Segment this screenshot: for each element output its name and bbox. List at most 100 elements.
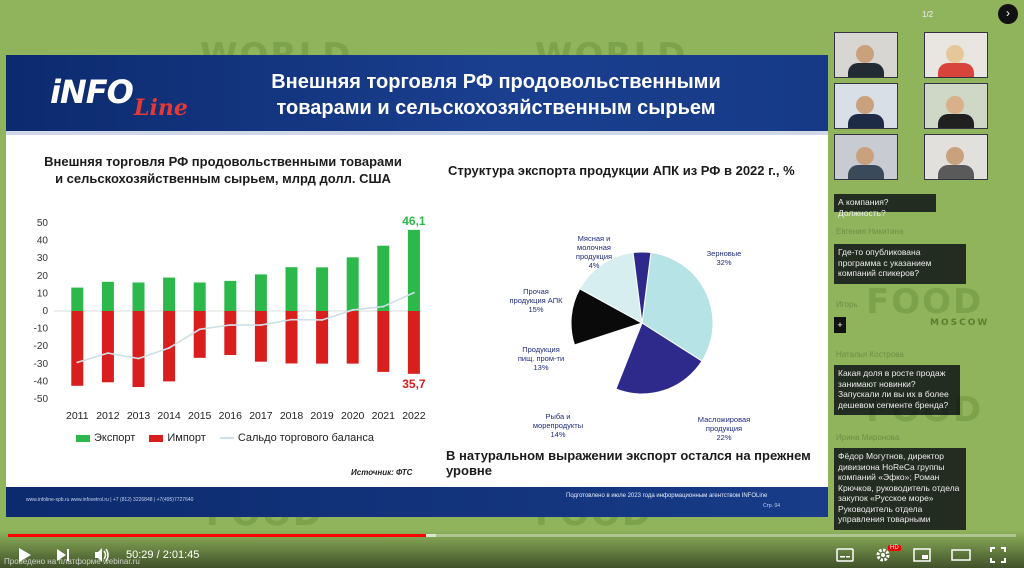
infoline-logo-sub: Line xyxy=(134,95,188,121)
slide-footer: www.infoline-spb.ru www.infovetrol.ru | … xyxy=(6,487,828,517)
pie-slice-label: 22% xyxy=(716,433,731,442)
y-tick-label: 30 xyxy=(37,253,49,264)
data-label: 35,7 xyxy=(402,377,426,391)
pie-slice-label: Прочая xyxy=(523,287,549,296)
chat-author: Ирина Миронова xyxy=(836,433,900,442)
header-band xyxy=(6,131,828,135)
chart-source: Источник: ФТС xyxy=(351,468,413,477)
chat-message: Фёдор Могутнов, директор дивизиона HoReC… xyxy=(834,448,966,530)
footer-prepared: Подготовлено в июле 2023 года информацио… xyxy=(566,493,768,499)
import-bar xyxy=(132,311,145,388)
participant-video[interactable] xyxy=(924,134,988,180)
balance-point xyxy=(168,347,171,349)
webinar-credit: Проведено на платформе webinar.ru xyxy=(4,557,140,566)
participant-video[interactable] xyxy=(834,83,898,129)
miniplayer-icon[interactable] xyxy=(913,548,931,562)
left-chart-title-line2: и сельскохозяйственным сырьем, млрд долл… xyxy=(55,171,391,186)
slide-page-indicator: 1/2 xyxy=(922,10,934,19)
balance-point xyxy=(137,357,140,360)
import-bar xyxy=(346,311,359,364)
right-chart-title: Структура экспорта продукции АПК из РФ в… xyxy=(448,163,795,178)
pie-slice-label: Масложировая xyxy=(698,415,750,424)
y-tick-label: -50 xyxy=(34,394,49,405)
pie-slice xyxy=(615,322,703,395)
slide-header: iNFO Line Внешняя торговля РФ продовольс… xyxy=(6,55,828,131)
balance-point xyxy=(290,318,293,321)
pie-slice-label: Зерновые xyxy=(707,249,742,258)
y-tick-label: 50 xyxy=(37,218,49,229)
pie-slice xyxy=(632,251,652,324)
participant-video[interactable] xyxy=(924,32,988,78)
balance-point xyxy=(382,305,385,308)
balance-line xyxy=(77,291,415,364)
volume-icon[interactable] xyxy=(94,547,110,563)
next-slide-button[interactable]: › xyxy=(998,4,1018,24)
export-bar xyxy=(285,267,298,311)
import-bar xyxy=(224,311,237,355)
world-food-watermark: FOOD xyxy=(866,282,984,322)
chat-author: Игорь xyxy=(836,300,858,309)
hd-badge: HD xyxy=(888,545,901,551)
participant-video[interactable] xyxy=(924,83,988,129)
y-tick-label: 0 xyxy=(42,306,48,317)
next-video-icon[interactable] xyxy=(56,548,70,562)
pie-slice-label: 32% xyxy=(716,258,731,267)
x-tick-label: 2017 xyxy=(249,410,273,422)
data-label: 46,1 xyxy=(402,215,426,228)
subtitles-icon[interactable] xyxy=(836,548,854,562)
legend-balance-label: Сальдо торгового баланса xyxy=(237,432,374,444)
chat-message: А компания? Должность? xyxy=(834,194,936,218)
x-tick-label: 2020 xyxy=(341,410,365,422)
pie-slice-label: продукция АПК xyxy=(510,296,564,305)
slide-title-line2: товарами и сельскохозяйственным сырьем xyxy=(276,97,716,119)
footer-page-number: Стр. 04 xyxy=(763,503,781,509)
export-bar xyxy=(407,229,420,311)
left-chart-title: Внешняя торговля РФ продовольственными т… xyxy=(28,153,418,187)
x-tick-label: 2013 xyxy=(127,410,151,422)
legend-import: Импорт xyxy=(149,432,206,444)
import-bar xyxy=(407,311,420,374)
export-bar xyxy=(316,267,329,311)
balance-point xyxy=(76,361,79,364)
slide-title: Внешняя торговля РФ продовольственными т… xyxy=(236,69,756,121)
pie-slice-label: Мясная и xyxy=(578,234,611,243)
time-display: 50:29 / 2:01:45 xyxy=(126,549,200,561)
pie-slice-label: 13% xyxy=(533,363,548,372)
pie-slice-label: пищ. пром-ти xyxy=(518,354,564,363)
export-bar xyxy=(346,257,359,311)
participant-video[interactable] xyxy=(834,134,898,180)
theater-mode-icon[interactable] xyxy=(951,549,971,561)
fullscreen-icon[interactable] xyxy=(990,547,1006,563)
footer-contacts: www.infoline-spb.ru www.infovetrol.ru | … xyxy=(26,497,194,503)
infoline-logo: iNFO xyxy=(50,73,134,111)
y-tick-label: 20 xyxy=(37,271,49,282)
x-tick-label: 2021 xyxy=(372,410,396,422)
pie-slice-label: продукция xyxy=(576,252,612,261)
balance-point xyxy=(198,328,201,331)
chart-legend: Экспорт Импорт Сальдо торгового баланса xyxy=(76,432,374,444)
balance-point xyxy=(351,309,354,311)
pie-slice-label: Рыба и xyxy=(546,412,571,421)
export-bar xyxy=(377,245,390,311)
x-tick-label: 2022 xyxy=(402,410,426,422)
watermark-sub: MOSCOW xyxy=(930,318,990,328)
progress-bar[interactable] xyxy=(8,534,1016,537)
y-tick-label: -30 xyxy=(34,359,49,370)
play-icon[interactable] xyxy=(18,547,32,563)
chat-author: Наталья Кострова xyxy=(836,350,904,359)
presentation-slide: iNFO Line Внешняя торговля РФ продовольс… xyxy=(6,55,828,517)
balance-point xyxy=(229,324,232,326)
pie-slice-label: молочная xyxy=(577,243,611,252)
balance-point xyxy=(260,324,262,326)
y-tick-label: 40 xyxy=(37,236,49,247)
chat-author: Евгения Никитина xyxy=(836,227,904,236)
legend-balance: Сальдо торгового баланса xyxy=(219,432,374,444)
y-tick-label: 10 xyxy=(37,288,49,299)
import-bar xyxy=(193,311,206,358)
settings-gear-icon[interactable] xyxy=(875,547,891,563)
participant-video[interactable] xyxy=(834,32,898,78)
import-bar xyxy=(254,311,267,362)
x-tick-label: 2011 xyxy=(66,410,89,422)
pie-slice-label: Продукция xyxy=(522,345,560,354)
